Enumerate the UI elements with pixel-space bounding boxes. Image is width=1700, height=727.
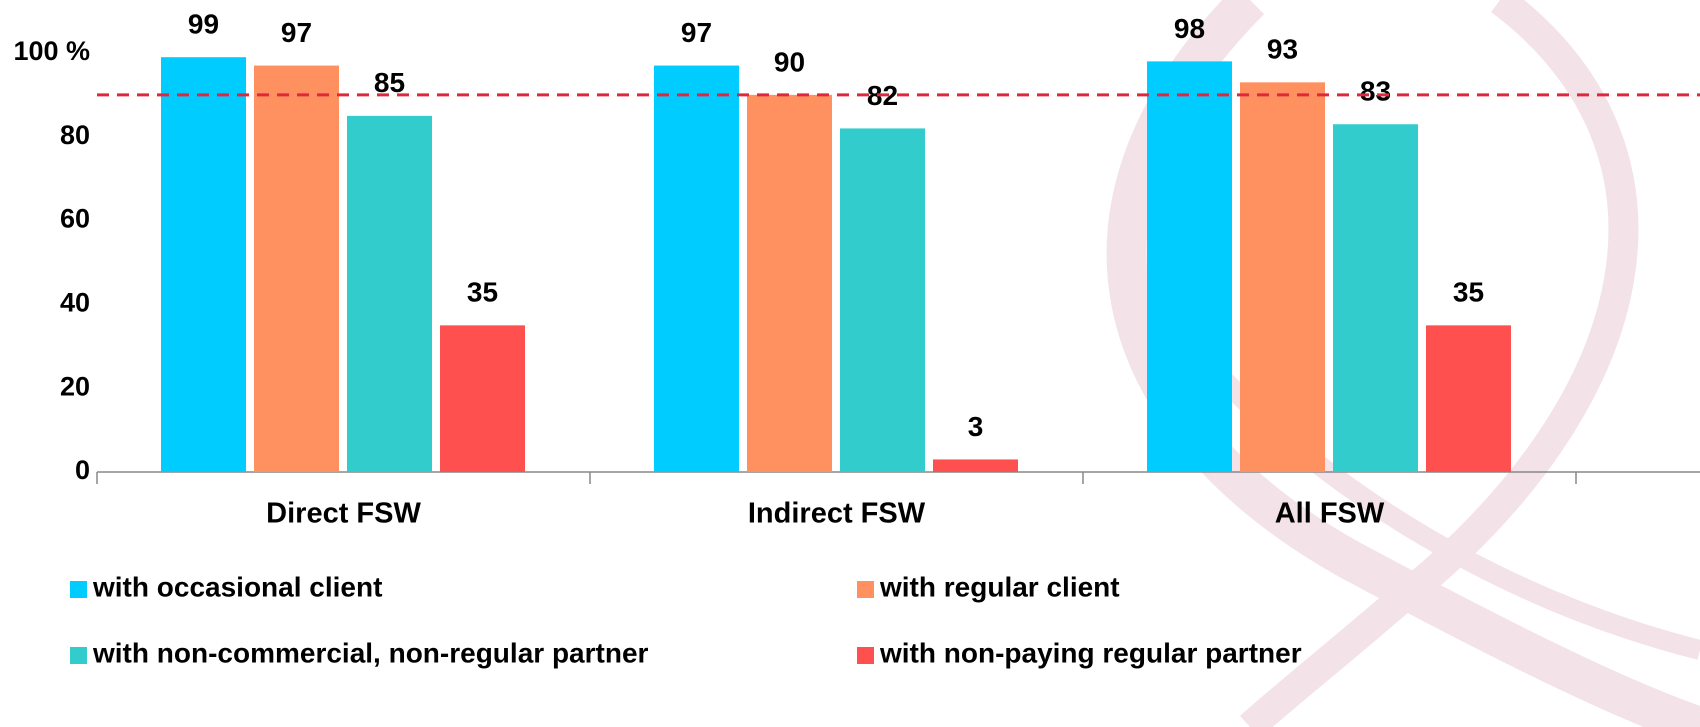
data-label: 35 xyxy=(467,277,498,308)
y-tick-label: 80 xyxy=(60,120,90,150)
bar xyxy=(840,128,925,472)
bar xyxy=(440,325,525,472)
data-label: 97 xyxy=(681,17,712,48)
legend-label: with occasional client xyxy=(92,571,382,602)
x-tick-label: All FSW xyxy=(1275,498,1385,530)
bar xyxy=(1426,325,1511,472)
x-tick-label: Indirect FSW xyxy=(748,498,926,530)
legend-label: with non-paying regular partner xyxy=(879,637,1302,668)
legend-label: with non-commercial, non-regular partner xyxy=(92,637,649,668)
data-label: 35 xyxy=(1453,277,1484,308)
bar xyxy=(161,57,246,472)
x-tick-label: Direct FSW xyxy=(266,498,421,530)
legend-swatch xyxy=(857,647,874,664)
y-tick-label: 0 xyxy=(75,455,90,485)
data-label: 98 xyxy=(1174,13,1205,44)
bar xyxy=(1240,82,1325,472)
bar xyxy=(347,116,432,472)
bar xyxy=(747,95,832,472)
data-label: 97 xyxy=(281,17,312,48)
y-tick-label: 100 % xyxy=(13,36,90,66)
legend-swatch xyxy=(70,581,87,598)
chart: 020406080100 %Direct FSW99978535Indirect… xyxy=(0,0,1700,727)
legend-swatch xyxy=(70,647,87,664)
legend-swatch xyxy=(857,581,874,598)
data-label: 93 xyxy=(1267,34,1298,65)
bar xyxy=(1147,61,1232,472)
data-label: 3 xyxy=(968,411,984,442)
bar xyxy=(1333,124,1418,472)
data-label: 83 xyxy=(1360,76,1391,107)
y-tick-label: 20 xyxy=(60,371,90,401)
data-label: 90 xyxy=(774,46,805,77)
bar xyxy=(254,66,339,472)
data-label: 99 xyxy=(188,9,219,40)
bar xyxy=(933,459,1018,472)
y-tick-label: 40 xyxy=(60,288,90,318)
bar xyxy=(654,66,739,472)
y-tick-label: 60 xyxy=(60,204,90,234)
legend-label: with regular client xyxy=(879,571,1120,602)
